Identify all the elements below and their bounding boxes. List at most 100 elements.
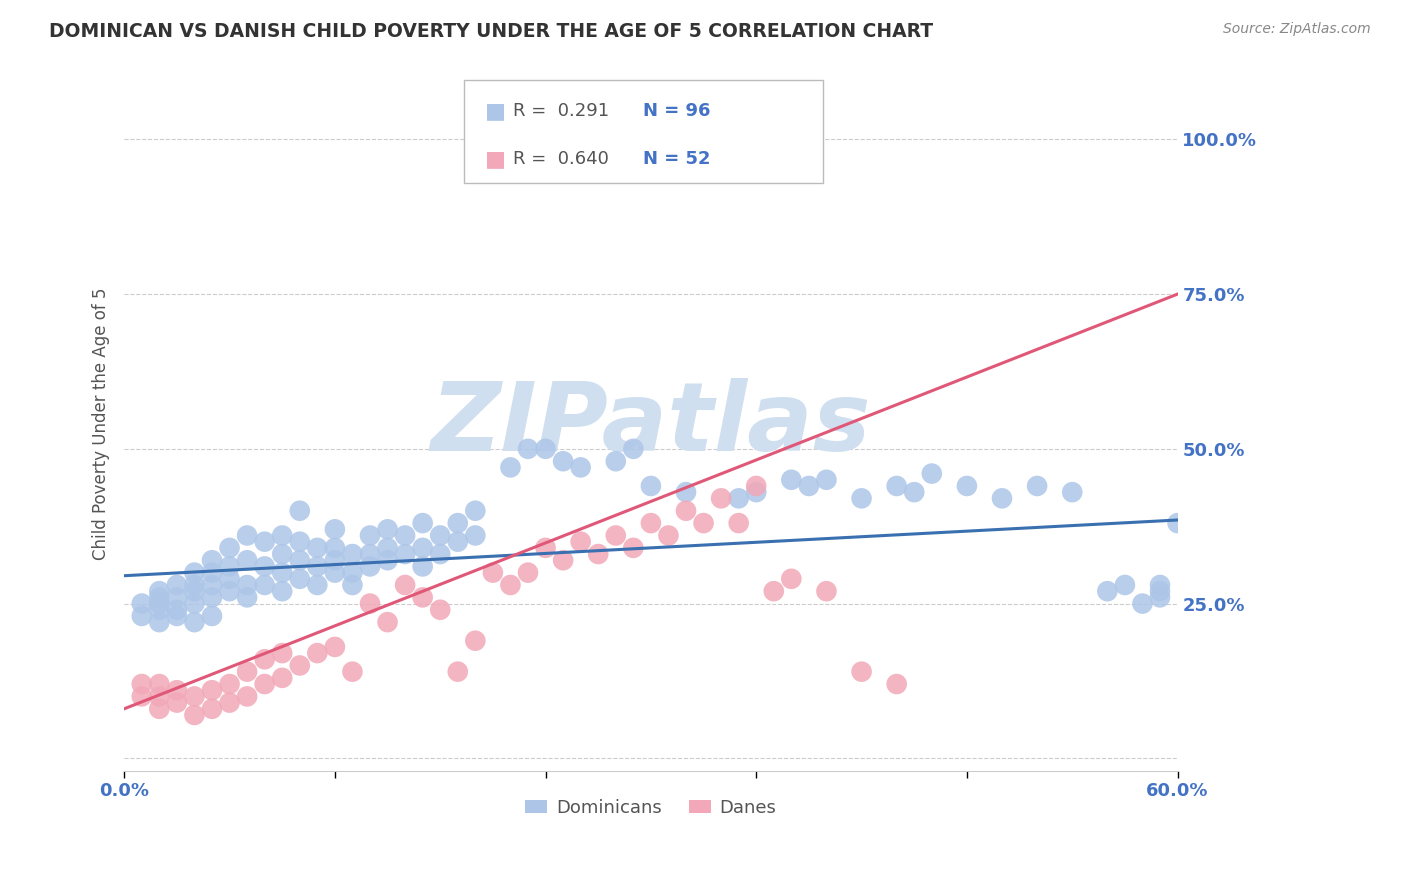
- Point: [253, 534, 276, 549]
- Point: [271, 646, 294, 660]
- Point: [394, 578, 416, 592]
- Point: [534, 442, 557, 456]
- Text: ■: ■: [485, 102, 506, 121]
- Point: [447, 516, 470, 530]
- Point: [201, 578, 224, 592]
- Point: [271, 671, 294, 685]
- Point: [166, 603, 188, 617]
- Point: [148, 584, 170, 599]
- Point: [1149, 591, 1171, 605]
- Point: [359, 528, 381, 542]
- Point: [394, 547, 416, 561]
- Point: [464, 504, 486, 518]
- Text: R =  0.291: R = 0.291: [513, 103, 609, 120]
- Point: [517, 566, 540, 580]
- Point: [886, 677, 908, 691]
- Point: [745, 485, 768, 500]
- Point: [464, 633, 486, 648]
- Point: [991, 491, 1014, 506]
- Point: [447, 534, 470, 549]
- Point: [148, 690, 170, 704]
- Point: [1097, 584, 1119, 599]
- Point: [218, 677, 240, 691]
- Point: [218, 572, 240, 586]
- Point: [218, 541, 240, 555]
- Point: [797, 479, 820, 493]
- Point: [148, 597, 170, 611]
- Point: [412, 541, 434, 555]
- Text: R =  0.640: R = 0.640: [513, 150, 609, 168]
- Point: [569, 460, 592, 475]
- Point: [201, 553, 224, 567]
- Point: [429, 547, 451, 561]
- Point: [342, 566, 364, 580]
- Point: [377, 615, 399, 629]
- Point: [815, 584, 838, 599]
- Point: [183, 566, 205, 580]
- Point: [288, 504, 311, 518]
- Point: [236, 578, 259, 592]
- Point: [377, 553, 399, 567]
- Point: [271, 547, 294, 561]
- Point: [482, 566, 505, 580]
- Point: [534, 541, 557, 555]
- Point: [621, 541, 644, 555]
- Point: [218, 559, 240, 574]
- Point: [1167, 516, 1189, 530]
- Point: [236, 528, 259, 542]
- Point: [377, 522, 399, 536]
- Point: [166, 591, 188, 605]
- Point: [166, 609, 188, 624]
- Point: [288, 534, 311, 549]
- Point: [692, 516, 714, 530]
- Point: [553, 553, 575, 567]
- Point: [201, 702, 224, 716]
- Point: [851, 665, 873, 679]
- Point: [218, 584, 240, 599]
- Text: Source: ZipAtlas.com: Source: ZipAtlas.com: [1223, 22, 1371, 37]
- Point: [1149, 584, 1171, 599]
- Point: [412, 591, 434, 605]
- Text: ■: ■: [485, 149, 506, 169]
- Point: [307, 541, 329, 555]
- Point: [323, 553, 346, 567]
- Point: [851, 491, 873, 506]
- Y-axis label: Child Poverty Under the Age of 5: Child Poverty Under the Age of 5: [93, 288, 110, 560]
- Point: [921, 467, 943, 481]
- Point: [569, 534, 592, 549]
- Point: [342, 578, 364, 592]
- Point: [903, 485, 925, 500]
- Point: [131, 597, 153, 611]
- Point: [640, 516, 662, 530]
- Point: [727, 516, 749, 530]
- Point: [762, 584, 785, 599]
- Point: [675, 485, 697, 500]
- Point: [183, 690, 205, 704]
- Point: [342, 665, 364, 679]
- Text: ZIPatlas: ZIPatlas: [430, 377, 872, 471]
- Point: [780, 572, 803, 586]
- Point: [429, 528, 451, 542]
- Point: [271, 584, 294, 599]
- Point: [499, 578, 522, 592]
- Point: [131, 677, 153, 691]
- Point: [727, 491, 749, 506]
- Point: [605, 528, 627, 542]
- Text: N = 96: N = 96: [643, 103, 710, 120]
- Point: [183, 584, 205, 599]
- Point: [359, 597, 381, 611]
- Point: [236, 690, 259, 704]
- Point: [956, 479, 979, 493]
- Point: [710, 491, 733, 506]
- Point: [1062, 485, 1084, 500]
- Legend: Dominicans, Danes: Dominicans, Danes: [519, 791, 783, 824]
- Point: [183, 615, 205, 629]
- Point: [886, 479, 908, 493]
- Point: [621, 442, 644, 456]
- Point: [640, 479, 662, 493]
- Point: [236, 665, 259, 679]
- Point: [1114, 578, 1136, 592]
- Point: [1395, 132, 1406, 146]
- Point: [1026, 479, 1049, 493]
- Point: [148, 615, 170, 629]
